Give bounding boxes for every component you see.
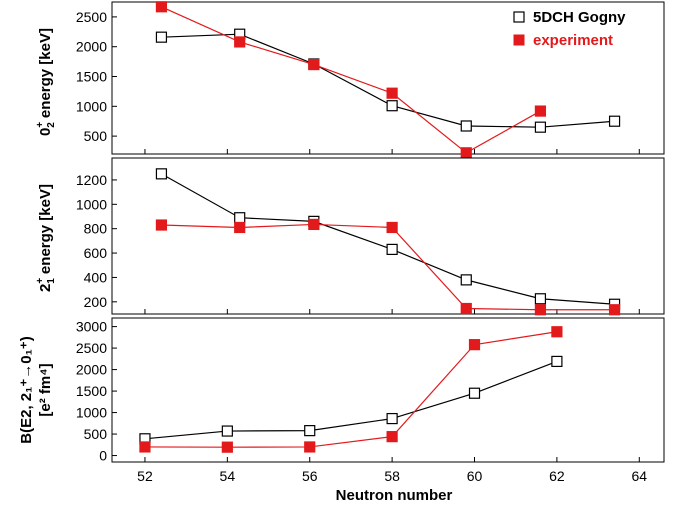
panel-3-series-line-gogny	[144, 360, 558, 440]
panel-3-ytick-label: 0	[99, 448, 107, 464]
panel-2-ytick-label: 1200	[76, 172, 107, 188]
panel-1-point-experiment	[460, 147, 472, 159]
legend: 5DCH Gogny experiment	[513, 9, 626, 49]
panel-3-ytick-label: 500	[84, 426, 108, 442]
panel-1-ytick-label: 2000	[76, 39, 107, 55]
panel-3-ytick-label: 2000	[76, 362, 107, 378]
panel-3-point-gogny	[304, 425, 316, 437]
panel-3-point-experiment	[221, 441, 233, 453]
panel-2-point-gogny	[234, 212, 246, 224]
panel-1-ytick-label: 500	[84, 128, 108, 144]
panel-2-ytick-label: 600	[84, 245, 108, 261]
panel-1-point-experiment	[155, 1, 168, 13]
legend-label-experiment: experiment	[533, 32, 613, 49]
panel-3-point-gogny	[221, 425, 233, 437]
panel-1-point-experiment	[386, 87, 398, 99]
legend-marker-gogny	[513, 11, 525, 23]
panel-2-point-experiment	[386, 221, 398, 234]
panel-3-point-experiment	[139, 441, 151, 453]
panel-3-point-experiment	[304, 441, 316, 453]
panel-3-point-experiment	[468, 339, 481, 351]
panel-1-point-experiment	[534, 105, 547, 117]
xtick-label: 64	[631, 468, 647, 484]
panel-1-frame	[111, 1, 665, 155]
panel-2-point-gogny	[155, 168, 168, 180]
panels-group: 500 1000 1500 2000 2500 200 400 600 800 1000 1200 0…	[76, 1, 665, 484]
panel-2-ytick-label: 200	[84, 294, 108, 310]
panel-2-point-experiment	[308, 218, 320, 231]
panel-3-point-gogny	[386, 412, 398, 425]
panel-2-ytick-label: 1000	[76, 196, 107, 212]
panel-2-point-experiment	[608, 304, 621, 316]
panel2-ylabel: 2+1 energy [keV]	[35, 184, 57, 292]
panel-3-series-line-experiment	[144, 331, 557, 448]
panel-2-series-line-experiment	[161, 223, 615, 311]
xtick-label: 60	[467, 468, 483, 484]
panel3-ylabel-line2: [e² fm⁴]	[37, 363, 54, 416]
panel-2-frame	[111, 157, 665, 315]
panel-1-series-line-experiment	[161, 6, 541, 154]
panel-1-point-experiment	[234, 36, 246, 48]
panel-1-ytick-label: 1000	[76, 98, 107, 114]
panel-3-point-gogny	[468, 387, 481, 399]
panel-1-point-experiment	[308, 58, 320, 71]
panel-2-point-experiment	[234, 221, 246, 234]
panel-2-ytick-label: 800	[84, 221, 108, 237]
panel-1-ytick-label: 2500	[76, 9, 107, 25]
panel-1-ytick-label: 1500	[76, 69, 107, 85]
xtick-label: 62	[549, 468, 565, 484]
panel-2-series-line-gogny	[161, 173, 615, 305]
panel-2-point-gogny	[534, 293, 547, 305]
panel-3-ytick-label: 1500	[76, 383, 107, 399]
panel-3-point-experiment	[551, 326, 563, 338]
xtick-label: 54	[220, 468, 236, 484]
panel-2-point-experiment	[460, 302, 472, 315]
panel-1-point-gogny	[534, 121, 547, 133]
panel-3-frame	[111, 317, 665, 463]
xtick-label: 56	[302, 468, 318, 484]
panel-3-point-experiment	[386, 431, 398, 443]
panel-2-point-gogny	[460, 274, 472, 286]
x-axis-label: Neutron number	[336, 487, 453, 504]
legend-label-gogny: 5DCH Gogny	[533, 9, 626, 26]
panel-2-point-experiment	[534, 304, 547, 316]
panel-3-ytick-label: 3000	[76, 319, 107, 335]
panel-3-ytick-label: 1000	[76, 405, 107, 421]
panel-2-point-gogny	[386, 243, 398, 256]
panel-2-point-experiment	[155, 219, 168, 231]
panel-1-point-gogny	[460, 120, 472, 132]
panel3-ylabel-line1: B(E2, 2₁⁺→0₁⁺)	[18, 336, 35, 443]
panel-3-ytick-label: 2500	[76, 340, 107, 356]
panel-3-point-gogny	[551, 355, 563, 368]
xtick-label: 52	[137, 468, 153, 484]
panel1-ylabel: 0+2 energy [keV]	[35, 28, 57, 136]
panel-1-point-gogny	[386, 100, 398, 112]
panel-2-ytick-label: 400	[84, 269, 108, 285]
legend-marker-experiment	[513, 34, 525, 46]
xtick-label: 58	[384, 468, 400, 484]
panel-1-point-gogny	[155, 31, 168, 43]
panel-1-point-gogny	[608, 115, 621, 127]
